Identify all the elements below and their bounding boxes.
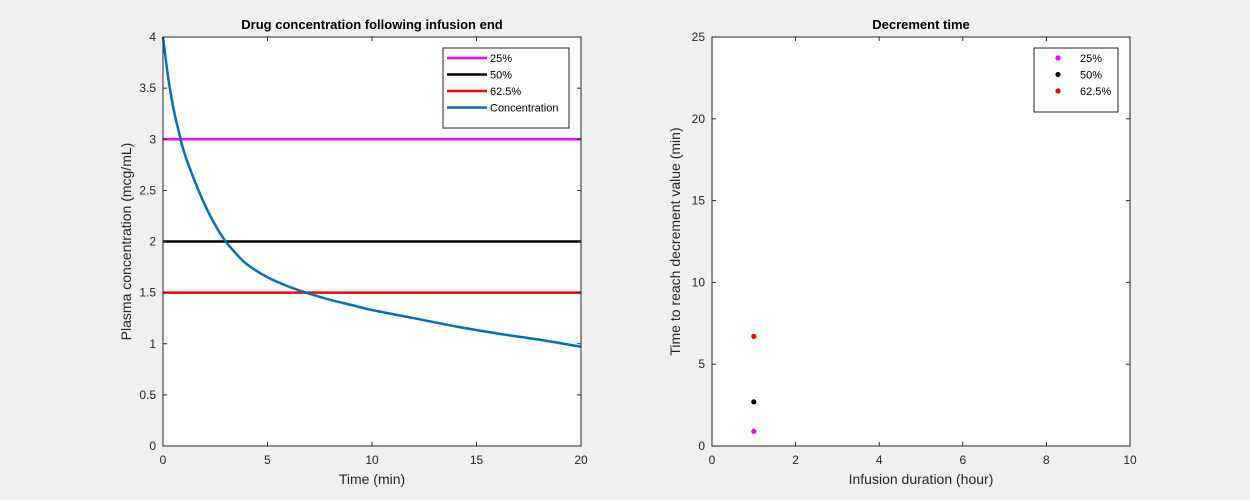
legend-label: 25% [490, 53, 512, 65]
y-tick-label: 15 [692, 194, 706, 208]
x-tick-label: 5 [264, 453, 271, 467]
y-tick-label: 0.5 [139, 388, 156, 402]
legend-swatch [1055, 55, 1061, 61]
legend: 25% 50% 62.5% Concentration [442, 47, 570, 129]
legend-label: Concentration [490, 103, 559, 115]
x-tick-label: 8 [1043, 453, 1050, 467]
legend-box [442, 47, 570, 129]
chart-1: 0 5 10 15 20 0 0.5 1 1.5 2 2.5 3 3.5 4 Drug concentrat… [118, 17, 588, 487]
x-tick-label: 15 [470, 453, 484, 467]
y-tick-label: 2.5 [139, 183, 156, 197]
y-tick-label: 3 [149, 132, 156, 146]
y-tick-label: 3.5 [139, 81, 156, 95]
series-3 [751, 333, 757, 339]
x-tick-label: 0 [160, 453, 167, 467]
legend-label: 50% [1080, 70, 1102, 82]
legend-box [1033, 47, 1119, 113]
legend-label: 50% [490, 70, 512, 82]
x-tick-label: 4 [876, 453, 883, 467]
x-axis-label: Time (min) [339, 471, 405, 487]
legend-swatch [1055, 88, 1061, 94]
y-tick-label: 1 [149, 337, 156, 351]
legend-swatch [1055, 71, 1061, 78]
series-1 [751, 428, 757, 434]
y-tick-label: 25 [692, 30, 706, 44]
chart-title: Drug concentration following infusion en… [241, 17, 502, 32]
y-axis-label: Time to reach decrement value (min) [667, 127, 683, 355]
y-tick-label: 1.5 [139, 286, 156, 300]
legend-label: 62.5% [1080, 86, 1111, 98]
x-tick-label: 20 [574, 453, 588, 467]
x-tick-label: 10 [1123, 453, 1137, 467]
legend: 25% 50% 62.5% [1033, 47, 1119, 113]
y-tick-label: 10 [692, 275, 706, 289]
concentration-line [161, 36, 582, 349]
x-axis-label: Infusion duration (hour) [849, 471, 994, 487]
data-point [751, 333, 757, 339]
y-tick-label: 0 [149, 439, 156, 453]
y-tick-label: 20 [692, 112, 706, 126]
legend-label: 62.5% [490, 86, 521, 98]
data-point [751, 428, 757, 434]
axes-box [711, 36, 1131, 447]
series-4 [161, 36, 582, 349]
series-2 [751, 399, 757, 405]
x-tick-label: 0 [709, 453, 716, 467]
y-tick-label: 5 [698, 357, 705, 371]
x-tick-label: 2 [792, 453, 799, 467]
legend-label: 25% [1080, 53, 1102, 65]
chart-2: 0 2 4 6 8 10 0 5 10 15 20 25 Decrement time Infusion … [667, 17, 1137, 487]
y-tick-label: 2 [149, 235, 156, 249]
x-tick-label: 10 [365, 453, 379, 467]
data-point [751, 399, 757, 405]
chart-title: Decrement time [872, 17, 970, 32]
x-tick-label: 6 [959, 453, 966, 467]
y-tick-label: 4 [149, 30, 156, 44]
y-axis-label: Plasma concentration (mcg/mL) [118, 143, 134, 341]
y-tick-label: 0 [698, 439, 705, 453]
